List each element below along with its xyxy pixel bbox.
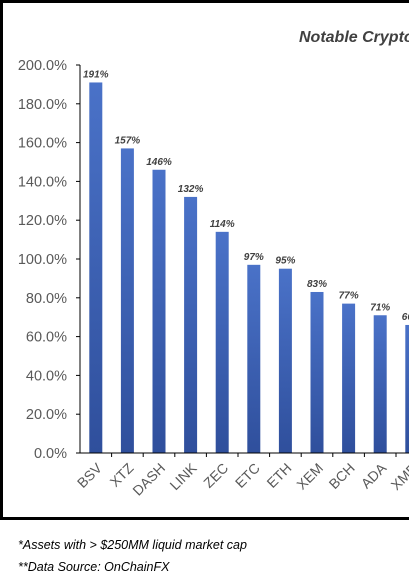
y-tick-label: 120.0%	[18, 213, 67, 229]
footnote-data-source: **Data Source: OnChainFX	[18, 560, 170, 574]
data-label: 97%	[244, 252, 264, 263]
y-tick-label: 100.0%	[18, 252, 67, 268]
y-tick-label: 180.0%	[18, 97, 67, 113]
x-tick-label: ZEC	[200, 460, 231, 491]
bar-bch	[342, 303, 356, 453]
bars: 191% 157% 146% 132% 114% 97% 95% 83% 77% 71% 66%	[83, 69, 409, 454]
x-tick-label: XEM	[293, 460, 326, 493]
bar-dash	[152, 169, 166, 453]
data-label: 132%	[178, 184, 204, 195]
bar-bsv	[89, 82, 103, 454]
y-tick-label: 140.0%	[18, 174, 67, 190]
y-tick-label: 160.0%	[18, 136, 67, 152]
x-tick-label: DASH	[129, 460, 168, 499]
bar-xem	[310, 291, 324, 453]
x-tick-label: BSV	[74, 459, 106, 491]
y-tick-label: 20.0%	[26, 407, 67, 423]
y-tick-label: 40.0%	[26, 368, 67, 384]
bar-ada	[373, 315, 387, 453]
bar-xtz	[120, 148, 134, 454]
data-label: 114%	[210, 219, 235, 230]
bar-chart: Notable Crypto 0.0% 20.0% 40.0% 60.0% 80.0% 1…	[18, 29, 409, 499]
data-label: 191%	[83, 69, 109, 80]
y-tick-label: 0.0%	[34, 446, 67, 462]
bar-eth	[278, 268, 292, 453]
chart-title: Notable Crypto	[299, 29, 409, 46]
y-axis: 0.0% 20.0% 40.0% 60.0% 80.0% 100.0% 120.0% 140.…	[18, 58, 81, 462]
data-label: 66%	[402, 312, 409, 323]
x-tick-label: LINK	[166, 459, 200, 493]
data-label: 77%	[339, 291, 359, 302]
y-tick-label: 80.0%	[26, 291, 67, 307]
x-tick-label: XMR	[388, 460, 409, 493]
chart-frame: Notable Crypto 0.0% 20.0% 40.0% 60.0% 80.0% 1…	[0, 0, 409, 520]
data-label: 95%	[275, 256, 295, 267]
bar-link	[184, 196, 198, 454]
x-tick-label: ETH	[263, 460, 294, 491]
x-tick-label: ADA	[358, 459, 390, 491]
footnote-market-cap: *Assets with > $250MM liquid market cap	[18, 538, 247, 552]
y-tick-label: 200.0%	[18, 58, 67, 74]
footnotes: *Assets with > $250MM liquid market cap …	[18, 534, 247, 578]
y-tick-label: 60.0%	[26, 330, 67, 346]
data-label: 146%	[146, 157, 172, 168]
data-label: 71%	[370, 302, 390, 313]
data-label: 157%	[115, 135, 141, 146]
x-tick-label: BCH	[326, 460, 358, 492]
bar-etc	[247, 264, 261, 453]
bar-xmr	[405, 324, 409, 453]
data-label: 83%	[307, 279, 327, 290]
x-tick-label: ETC	[232, 460, 263, 491]
bar-zec	[215, 231, 229, 453]
